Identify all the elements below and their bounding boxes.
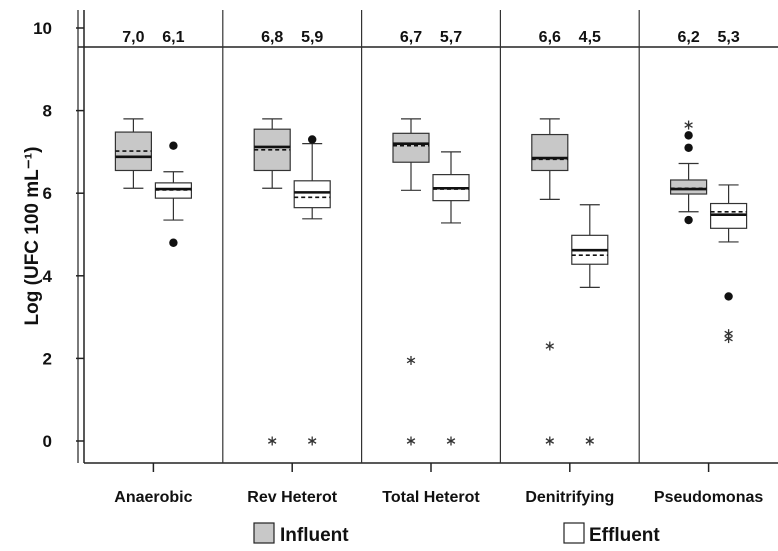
mean-value-label: 5,7	[440, 29, 462, 46]
box-iqr	[392, 132, 430, 163]
star-stroke	[406, 357, 416, 364]
box-influent-anaerobic	[114, 118, 153, 189]
y-tick-label: 0	[43, 432, 52, 451]
mean-value-label: 5,9	[301, 29, 323, 46]
x-category-label: Denitrifying	[525, 489, 614, 506]
star-stroke	[545, 438, 555, 444]
box-effluent-anaerobic	[154, 141, 192, 247]
box-influent-rev-heterot	[253, 118, 291, 189]
legend-label-effluent: Effluent	[589, 525, 660, 546]
outlier-star-marker	[585, 436, 595, 446]
box-iqr	[293, 180, 331, 209]
outlier-star-marker	[406, 436, 416, 446]
legend-swatch-effluent	[563, 522, 585, 544]
box-influent-denitrifying	[531, 118, 569, 200]
mean-labels: 7,0 6,8 6,7 6,6 6,2 6,1 5,9 5,7 4,5 5,3	[122, 29, 740, 46]
axes: 0 2 4 6 8 10 Anaerobic Rev Heterot Total Heterot…	[33, 19, 763, 506]
y-tick-label: 2	[43, 349, 52, 368]
outlier-star-marker	[307, 436, 317, 446]
mean-value-label: 6,1	[162, 29, 184, 46]
boxes	[114, 118, 748, 446]
star-stroke	[267, 438, 277, 444]
star-stroke	[446, 438, 456, 444]
x-category-label: Pseudomonas	[654, 489, 763, 506]
mean-value-label: 6,7	[400, 29, 422, 46]
outlier-star-marker	[724, 334, 733, 344]
y-tick-label: 8	[43, 102, 52, 121]
box-iqr	[531, 133, 569, 172]
y-tick-label: 6	[43, 184, 52, 203]
box-effluent-pseudomonas	[709, 184, 748, 301]
box-effluent-total-heterot	[432, 151, 470, 224]
star-stroke	[724, 335, 733, 342]
mean-value-label: 7,0	[122, 29, 144, 46]
y-axis-title: Log (UFC 100 mL⁻¹)	[22, 147, 43, 326]
mean-value-label: 6,2	[677, 29, 699, 46]
box-iqr	[669, 179, 708, 195]
y-tick-label: 4	[43, 267, 53, 286]
mean-value-label: 5,3	[717, 29, 739, 46]
panel-separators	[222, 10, 640, 463]
box-effluent-denitrifying	[571, 204, 609, 288]
plot-frame	[77, 10, 778, 464]
box-effluent-rev-heterot	[293, 135, 331, 220]
x-category-label: Total Heterot	[382, 489, 480, 506]
legend-swatch-influent	[253, 522, 275, 544]
star-stroke	[724, 330, 733, 337]
outlier-star-marker	[545, 436, 555, 446]
star-stroke	[545, 343, 555, 349]
y-tick-label: 10	[33, 19, 52, 38]
star-stroke	[585, 438, 595, 444]
star-stroke	[684, 122, 693, 128]
outlier-dot	[724, 292, 733, 301]
outlier-star-marker	[684, 120, 693, 130]
mean-value-label: 4,5	[579, 29, 601, 46]
outlier-star-marker	[446, 436, 456, 446]
outlier-star-marker	[545, 341, 555, 351]
star-stroke	[406, 438, 416, 444]
legend-label-influent: Influent	[280, 525, 349, 546]
box-influent-pseudomonas	[669, 131, 708, 225]
x-category-label: Rev Heterot	[247, 489, 337, 506]
x-category-label: Anaerobic	[114, 489, 192, 506]
outlier-dot	[169, 141, 178, 150]
legend: Influent Effluent	[253, 522, 660, 546]
box-influent-total-heterot	[392, 118, 430, 191]
outlier-dot	[684, 131, 693, 140]
outlier-dot	[169, 238, 178, 247]
outlier-dot	[684, 143, 693, 152]
outlier-star-marker	[267, 436, 277, 446]
mean-value-label: 6,6	[539, 29, 561, 46]
outlier-dot	[684, 215, 693, 225]
outlier-star-marker	[406, 355, 416, 365]
mean-value-label: 6,8	[261, 29, 283, 46]
star-stroke	[307, 438, 317, 444]
outlier-dot	[308, 135, 317, 144]
